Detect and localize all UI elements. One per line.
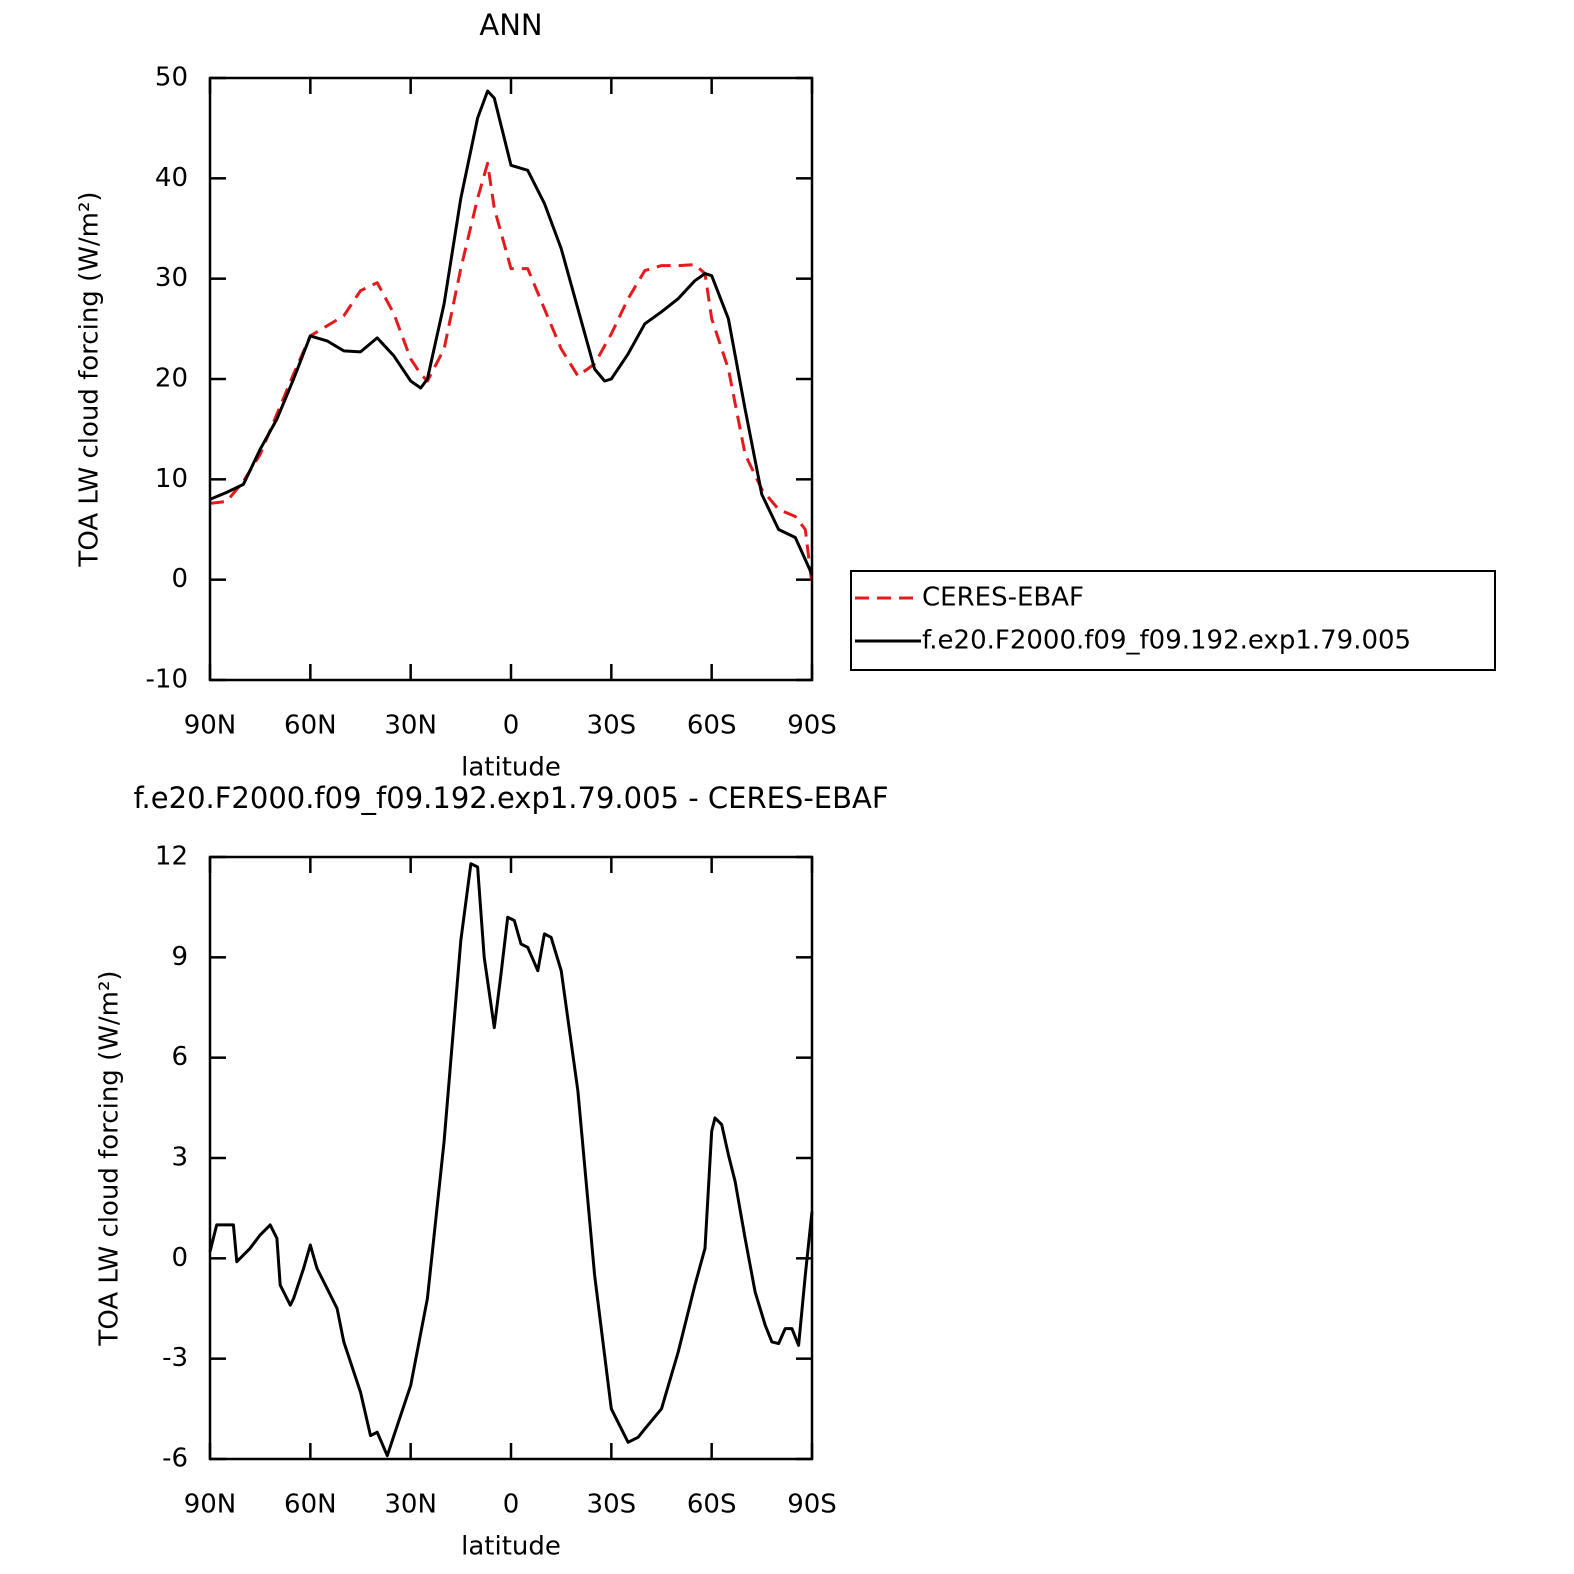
- legend-box: [850, 570, 1496, 671]
- y-tick-label: 0: [171, 564, 188, 594]
- y-tick-label: 6: [171, 1042, 188, 1072]
- x-tick-label: 0: [503, 711, 520, 741]
- x-tick-label: 60S: [687, 1490, 737, 1520]
- y-axis-label: TOA LW cloud forcing (W/m²): [95, 970, 125, 1346]
- chart-title: f.e20.F2000.f09_f09.192.exp1.79.005 - CE…: [133, 781, 888, 815]
- x-tick-label: 60N: [284, 711, 337, 741]
- x-tick-label: 90S: [787, 1490, 837, 1520]
- x-tick-label: 60N: [284, 1490, 337, 1520]
- y-tick-label: -10: [146, 665, 188, 695]
- x-tick-label: 30S: [587, 1490, 637, 1520]
- plot-frame: [208, 76, 814, 682]
- plot-frame: [208, 855, 814, 1461]
- x-tick-label: 30S: [587, 711, 637, 741]
- y-axis-label: TOA LW cloud forcing (W/m²): [75, 191, 105, 567]
- x-tick-label: 0: [503, 1490, 520, 1520]
- chart-title: ANN: [479, 8, 542, 42]
- y-tick-label: 12: [155, 842, 188, 872]
- y-tick-label: 10: [155, 464, 188, 494]
- x-axis-label: latitude: [461, 1532, 561, 1562]
- y-tick-label: 40: [155, 163, 188, 193]
- y-tick-label: 3: [171, 1143, 188, 1173]
- x-tick-label: 90N: [184, 1490, 237, 1520]
- data-line: [209, 89, 814, 576]
- x-tick-label: 90S: [787, 711, 837, 741]
- y-tick-label: -3: [162, 1343, 188, 1373]
- x-axis-label: latitude: [461, 753, 561, 783]
- legend-label: CERES-EBAF: [922, 583, 1084, 613]
- y-tick-label: 9: [171, 942, 188, 972]
- y-tick-label: -6: [162, 1444, 188, 1474]
- y-tick-label: 0: [171, 1243, 188, 1273]
- x-tick-label: 30N: [384, 711, 437, 741]
- x-tick-label: 30N: [384, 1490, 437, 1520]
- x-tick-label: 60S: [687, 711, 737, 741]
- y-tick-label: 20: [155, 364, 188, 394]
- data-line: [208, 862, 814, 1458]
- y-tick-label: 50: [155, 63, 188, 93]
- y-tick-label: 30: [155, 263, 188, 293]
- data-line: [209, 161, 814, 585]
- x-tick-label: 90N: [184, 711, 237, 741]
- legend-label: f.e20.F2000.f09_f09.192.exp1.79.005: [922, 626, 1411, 656]
